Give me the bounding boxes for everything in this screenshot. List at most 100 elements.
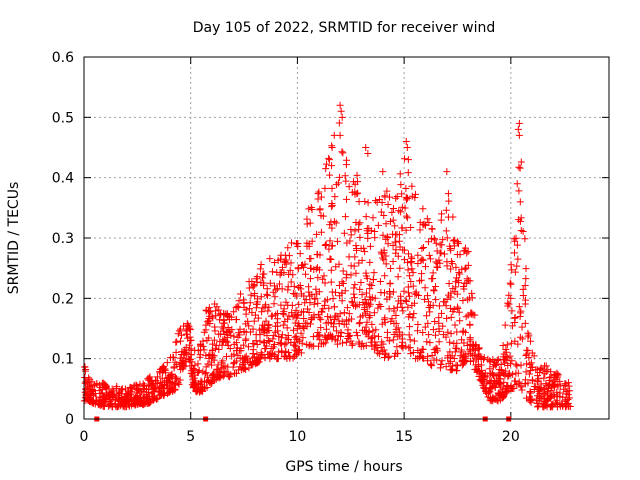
data-point: [504, 362, 512, 370]
data-point: [400, 287, 408, 295]
data-point: [157, 387, 165, 395]
data-point: [387, 217, 395, 225]
data-point: [267, 352, 275, 360]
data-point: [88, 398, 96, 406]
data-point: [519, 291, 527, 299]
data-point: [302, 270, 310, 278]
data-point: [342, 320, 350, 328]
data-point: [201, 377, 209, 385]
data-point: [214, 361, 222, 369]
data-point: [288, 301, 296, 309]
data-point: [470, 342, 478, 350]
data-point: [96, 393, 104, 401]
data-point: [232, 304, 240, 312]
data-point: [450, 354, 458, 362]
data-point: [326, 237, 334, 245]
data-point: [382, 220, 390, 228]
data-point: [521, 235, 529, 243]
data-point: [534, 403, 541, 411]
data-point: [529, 377, 537, 385]
data-point: [540, 374, 548, 382]
data-point: [361, 248, 369, 256]
data-point: [418, 270, 426, 278]
data-point: [389, 288, 397, 296]
data-point: [177, 358, 185, 366]
data-point: [404, 283, 412, 291]
data-point: [460, 358, 468, 366]
data-point: [220, 327, 228, 335]
data-point: [348, 297, 356, 305]
data-point: [402, 297, 410, 305]
data-point: [391, 222, 399, 230]
data-point: [220, 369, 228, 377]
data-point: [384, 201, 392, 209]
data-point: [517, 158, 525, 166]
data-point: [319, 305, 327, 313]
data-point: [202, 306, 210, 314]
data-point: [290, 326, 298, 334]
data-point: [461, 247, 469, 255]
data-point: [300, 324, 308, 332]
data-point: [398, 342, 406, 350]
data-point: [208, 346, 216, 354]
data-point: [405, 331, 413, 339]
data-point: [452, 367, 460, 375]
x-tick-label: 10: [289, 429, 307, 445]
data-point: [146, 399, 154, 407]
data-point: [365, 302, 373, 310]
data-point: [428, 362, 436, 370]
data-point: [270, 300, 278, 308]
data-point: [219, 319, 227, 327]
data-point: [453, 362, 461, 370]
data-point: [175, 380, 183, 388]
data-point: [190, 366, 198, 374]
data-point: [389, 242, 397, 250]
data-point: [465, 294, 473, 302]
data-point: [213, 366, 221, 374]
data-point: [235, 297, 243, 305]
data-point: [327, 255, 335, 263]
data-point: [107, 400, 115, 408]
data-point: [252, 311, 260, 319]
data-point: [348, 315, 356, 323]
data-point: [338, 148, 346, 156]
data-point: [454, 276, 462, 284]
data-point: [268, 268, 276, 276]
data-point: [328, 201, 336, 209]
data-point: [475, 362, 483, 370]
data-point: [446, 366, 454, 374]
data-point: [210, 336, 218, 344]
data-point: [505, 291, 513, 299]
x-axis-label: GPS time / hours: [285, 459, 402, 475]
data-point: [307, 275, 315, 283]
data-point: [437, 360, 445, 368]
data-point: [388, 315, 396, 323]
data-point: [327, 266, 335, 274]
data-point: [442, 206, 450, 214]
data-point: [210, 356, 218, 364]
data-point: [431, 318, 439, 326]
data-point: [435, 302, 443, 310]
data-point: [428, 225, 436, 233]
data-point: [390, 319, 398, 327]
data-point: [552, 376, 560, 384]
data-point: [545, 377, 553, 385]
data-point: [406, 323, 414, 331]
data-point: [257, 293, 265, 301]
data-point: [407, 278, 415, 286]
data-point: [350, 262, 358, 270]
data-point: [459, 327, 467, 335]
data-point: [565, 394, 573, 402]
data-point: [306, 341, 314, 349]
data-point: [334, 179, 342, 187]
data-point: [328, 203, 336, 211]
data-point: [420, 244, 428, 252]
data-point: [424, 238, 432, 246]
data-point: [220, 309, 228, 317]
data-point: [236, 363, 244, 371]
data-point: [436, 249, 444, 257]
data-point: [250, 353, 258, 361]
data-point: [235, 329, 243, 337]
data-point: [297, 285, 305, 293]
data-point: [435, 338, 443, 346]
